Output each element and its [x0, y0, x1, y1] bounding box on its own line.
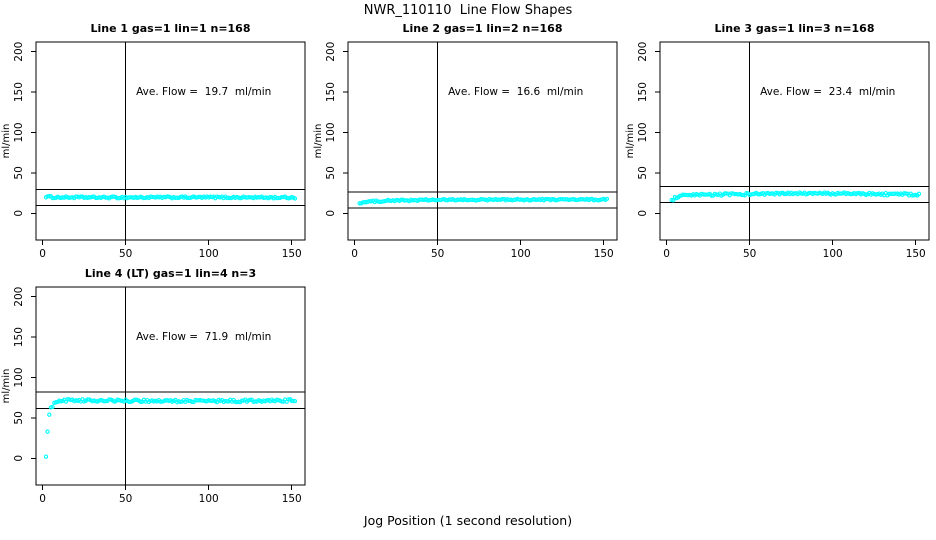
flow-point [500, 196, 505, 202]
flow-point [50, 404, 55, 410]
y-axis-label: ml/min [313, 124, 324, 159]
y-tick-label: 0 [325, 210, 337, 217]
flow-chart-3: 0 50 100 150 0 50 100 150 200 Line 3 gas=1 lin=3 … [625, 22, 930, 260]
x-tick-label: 150 [282, 248, 302, 260]
x-tick-label: 0 [351, 248, 358, 260]
flow-point [724, 191, 729, 196]
flow-point [292, 196, 298, 201]
x-tick-label: 100 [199, 248, 219, 260]
y-tick-label: 50 [13, 411, 25, 424]
flow-point [604, 196, 610, 202]
x-tick-label: 100 [823, 248, 843, 260]
y-tick-label: 0 [13, 455, 25, 462]
y-tick-label: 100 [13, 122, 25, 142]
flow-point [286, 397, 291, 402]
data-points [43, 194, 298, 201]
y-tick-label: 50 [637, 166, 649, 179]
flow-chart-1: 0 50 100 150 0 50 100 150 200 Line 1 gas=1 lin=1 … [1, 22, 306, 260]
flow-chart-4: 0 50 100 150 0 50 100 150 200 Line 4 (LT) gas=1 l… [1, 267, 306, 505]
y-tick-label: 50 [325, 166, 337, 179]
flow-point [782, 191, 787, 197]
flow-point [43, 454, 49, 459]
panel-title: Line 2 gas=1 lin=2 n=168 [402, 22, 562, 35]
flow-point [78, 194, 83, 199]
x-tick-label: 50 [119, 493, 132, 505]
x-tick-label: 0 [39, 493, 46, 505]
y-tick-label: 100 [13, 367, 25, 387]
flow-panel-4: 0 50 100 150 0 50 100 150 200 Line 4 (LT) gas=1 l… [0, 263, 312, 508]
y-tick-label: 150 [637, 82, 649, 102]
y-tick-label: 100 [637, 122, 649, 142]
flow-point [224, 399, 230, 404]
flow-point [267, 194, 273, 200]
plot-box [35, 286, 306, 486]
x-tick-label: 0 [39, 248, 46, 260]
plot-box [347, 41, 618, 241]
flow-point [111, 399, 117, 404]
y-axis-label: ml/min [625, 124, 636, 159]
plot-box [35, 41, 306, 241]
panel-title: Line 4 (LT) gas=1 lin=4 n=3 [85, 267, 256, 280]
flow-point [671, 198, 676, 203]
panel-title: Line 3 gas=1 lin=3 n=168 [714, 22, 874, 35]
x-tick-label: 0 [663, 248, 670, 260]
y-tick-label: 200 [13, 287, 25, 307]
flow-point [916, 191, 922, 196]
panels-grid: 0 50 100 150 0 50 100 150 200 Line 1 gas=1 lin=1 … [0, 18, 936, 508]
flow-point [45, 429, 50, 434]
plot-box [659, 41, 930, 241]
flow-panel-2: 0 50 100 150 0 50 100 150 200 Line 2 gas=1 lin=2 … [312, 18, 624, 263]
y-axis-label: ml/min [1, 369, 12, 404]
flow-point [279, 399, 284, 404]
y-tick-label: 200 [637, 42, 649, 62]
data-points [43, 397, 298, 459]
x-tick-label: 100 [511, 248, 531, 260]
y-tick-label: 150 [325, 82, 337, 102]
figure-title: NWR_110110 Line Flow Shapes [363, 3, 573, 18]
y-tick-label: 150 [13, 327, 25, 347]
x-tick-label: 50 [431, 248, 444, 260]
flow-point [292, 398, 298, 404]
flow-point [47, 412, 52, 417]
flow-point [138, 399, 143, 405]
y-tick-label: 200 [325, 42, 337, 62]
data-points [357, 196, 610, 206]
flow-chart-2: 0 50 100 150 0 50 100 150 200 Line 2 gas=1 lin=2 … [313, 22, 618, 260]
x-tick-label: 100 [199, 493, 219, 505]
x-tick-label: 150 [594, 248, 614, 260]
ave-flow-annotation: Ave. Flow = 23.4 ml/min [760, 86, 895, 98]
panel-title: Line 1 gas=1 lin=1 n=168 [90, 22, 250, 35]
y-tick-label: 50 [13, 166, 25, 179]
flow-point [47, 194, 52, 199]
flow-point [248, 397, 253, 402]
x-tick-label: 50 [743, 248, 756, 260]
y-tick-label: 150 [13, 82, 25, 102]
data-points [669, 190, 922, 203]
x-tick-label: 150 [906, 248, 926, 260]
flow-point [709, 193, 714, 198]
ave-flow-annotation: Ave. Flow = 71.9 ml/min [136, 331, 271, 343]
figure-xlabel: Jog Position (1 second resolution) [363, 513, 573, 528]
ave-flow-annotation: Ave. Flow = 16.6 ml/min [448, 86, 583, 98]
flow-point [774, 190, 779, 195]
flow-point [744, 191, 749, 196]
y-tick-label: 100 [325, 122, 337, 142]
flow-panel-3: 0 50 100 150 0 50 100 150 200 Line 3 gas=1 lin=3 … [624, 18, 936, 263]
y-tick-label: 200 [13, 42, 25, 62]
flow-point [291, 398, 296, 404]
flow-panel-1: 0 50 100 150 0 50 100 150 200 Line 1 gas=1 lin=1 … [0, 18, 312, 263]
x-tick-label: 150 [282, 493, 302, 505]
y-axis-label: ml/min [1, 124, 12, 159]
flow-point [103, 398, 108, 404]
y-tick-label: 0 [13, 210, 25, 217]
y-tick-label: 0 [637, 210, 649, 217]
flow-point [189, 399, 195, 405]
x-tick-label: 50 [119, 248, 132, 260]
ave-flow-annotation: Ave. Flow = 19.7 ml/min [136, 86, 271, 98]
